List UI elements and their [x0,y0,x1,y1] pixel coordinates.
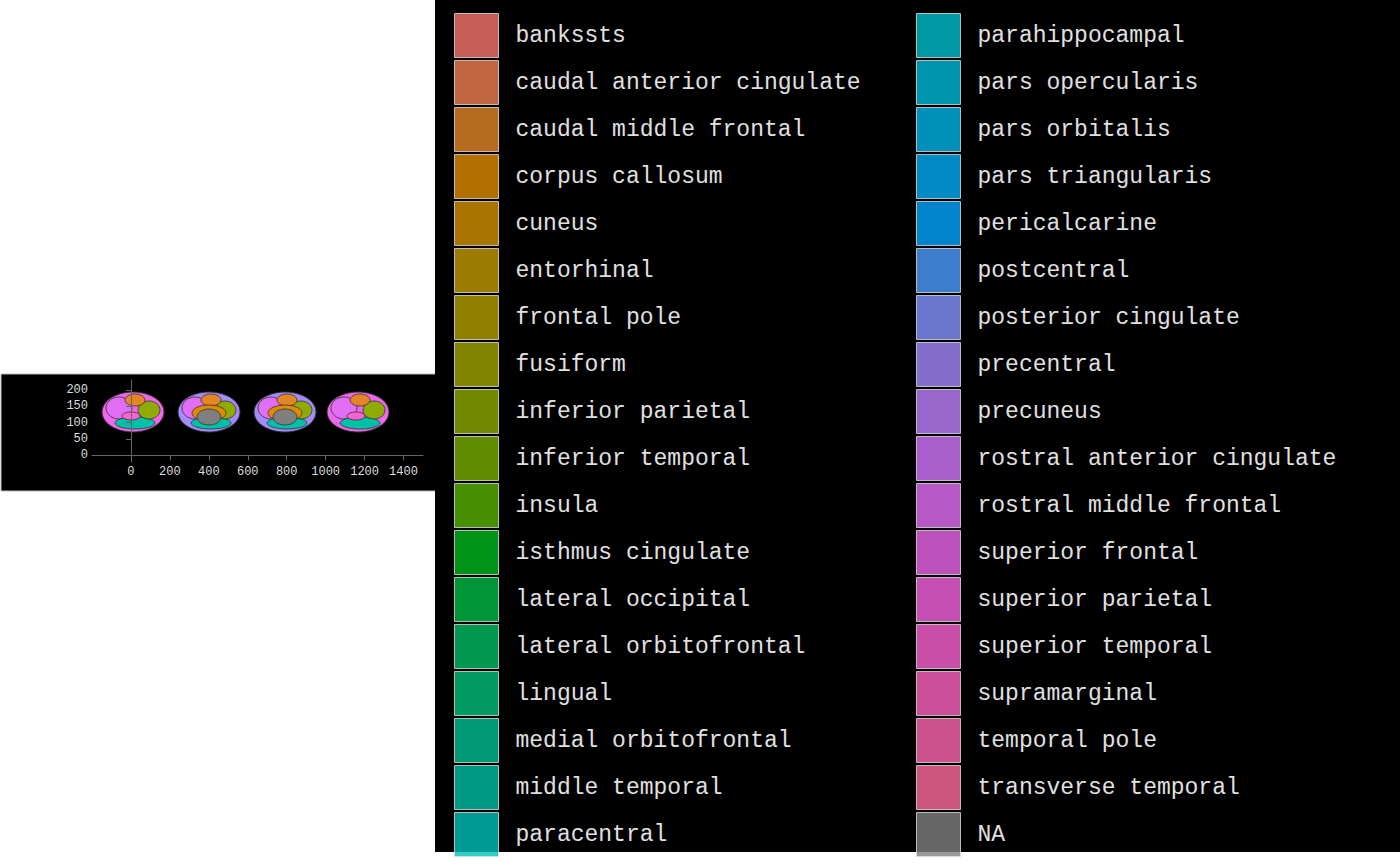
svg-text:postcentral: postcentral [978,258,1130,284]
svg-text:pars triangularis: pars triangularis [978,164,1213,190]
svg-text:1400: 1400 [389,465,418,479]
svg-text:200: 200 [66,383,88,397]
svg-text:isthmus cingulate: isthmus cingulate [516,540,751,566]
svg-text:corpus callosum: corpus callosum [516,164,723,190]
svg-text:precuneus: precuneus [978,399,1102,425]
svg-text:NA: NA [978,822,1006,848]
svg-text:lateral occipital: lateral occipital [516,587,751,613]
svg-text:middle temporal: middle temporal [516,775,723,801]
svg-text:800: 800 [276,465,298,479]
svg-text:0: 0 [81,448,88,462]
svg-text:200: 200 [159,465,181,479]
svg-text:posterior cingulate: posterior cingulate [978,305,1240,331]
svg-text:superior temporal: superior temporal [978,634,1213,660]
svg-text:fusiform: fusiform [516,352,626,378]
svg-text:caudal middle frontal: caudal middle frontal [516,117,806,143]
svg-text:1000: 1000 [311,465,340,479]
svg-text:paracentral: paracentral [516,822,668,848]
svg-text:entorhinal: entorhinal [516,258,654,284]
svg-text:temporal pole: temporal pole [978,728,1157,754]
svg-text:medial orbitofrontal: medial orbitofrontal [516,728,792,754]
svg-text:caudal anterior cingulate: caudal anterior cingulate [516,70,861,96]
svg-text:lateral orbitofrontal: lateral orbitofrontal [516,634,806,660]
svg-text:pericalcarine: pericalcarine [978,211,1157,237]
svg-text:cuneus: cuneus [516,211,599,237]
svg-text:bankssts: bankssts [516,23,626,49]
svg-text:1200: 1200 [350,465,379,479]
svg-text:inferior temporal: inferior temporal [516,446,751,472]
svg-text:parahippocampal: parahippocampal [978,23,1185,49]
svg-text:rostral middle frontal: rostral middle frontal [978,493,1282,519]
svg-text:pars opercularis: pars opercularis [978,70,1199,96]
svg-text:frontal pole: frontal pole [516,305,682,331]
svg-text:precentral: precentral [978,352,1116,378]
svg-text:400: 400 [198,465,220,479]
svg-text:superior frontal: superior frontal [978,540,1199,566]
svg-text:transverse temporal: transverse temporal [978,775,1240,801]
svg-text:inferior parietal: inferior parietal [516,399,751,425]
svg-text:superior parietal: superior parietal [978,587,1213,613]
svg-text:supramarginal: supramarginal [978,681,1157,707]
svg-text:pars orbitalis: pars orbitalis [978,117,1171,143]
svg-text:150: 150 [66,399,88,413]
svg-text:insula: insula [516,493,599,519]
svg-text:50: 50 [74,432,88,446]
svg-text:rostral anterior cingulate: rostral anterior cingulate [978,446,1337,472]
svg-text:0: 0 [127,465,134,479]
svg-text:lingual: lingual [516,681,613,707]
svg-text:600: 600 [237,465,259,479]
svg-text:100: 100 [66,416,88,430]
